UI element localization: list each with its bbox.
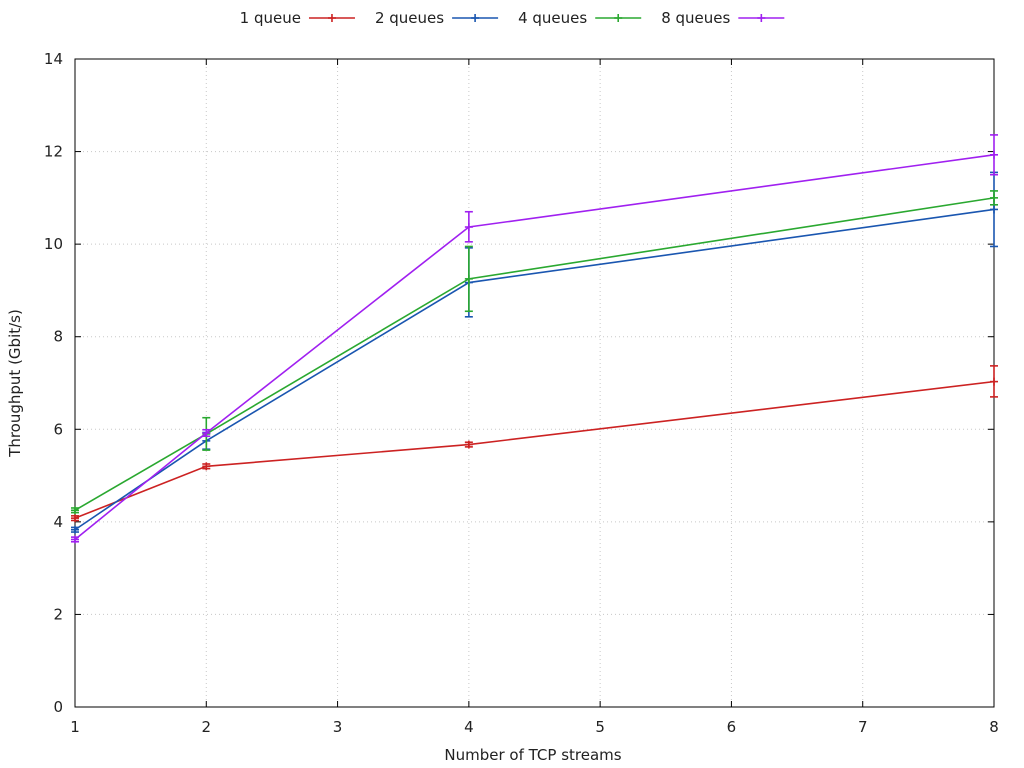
legend-label: 1 queue: [240, 9, 301, 27]
x-tick-label: 5: [595, 718, 605, 736]
x-tick-label: 7: [858, 718, 868, 736]
y-tick-label: 8: [53, 328, 63, 346]
axes: [74, 58, 995, 708]
y-tick-label: 6: [53, 420, 63, 438]
data-point: [990, 205, 998, 214]
x-tick-label: 2: [202, 718, 212, 736]
x-axis-label: Number of TCP streams: [444, 746, 621, 764]
data-point: [464, 274, 473, 283]
series-line: [74, 154, 995, 541]
y-tick-label: 2: [53, 605, 63, 623]
y-axis-label: Throughput (Gbit/s): [6, 309, 24, 458]
series-group: [71, 134, 998, 544]
grid: [75, 59, 994, 707]
legend-label: 8 queues: [661, 9, 730, 27]
legend-item-3: 4 queues: [518, 9, 642, 27]
y-tick-label: 0: [53, 698, 63, 716]
data-point: [202, 428, 211, 437]
y-tick-label: 10: [44, 235, 63, 253]
legend-item-1: 1 queue: [240, 9, 355, 27]
y-tick-label: 4: [53, 513, 63, 531]
data-point: [71, 525, 79, 534]
y-tick-label: 14: [44, 50, 63, 68]
x-tick-label: 8: [989, 718, 999, 736]
legend: 1 queue 2 queues 4 queues 8 queues: [240, 9, 785, 27]
x-tick-label: 4: [464, 718, 474, 736]
data-point: [464, 223, 473, 232]
y-tick-label: 12: [44, 143, 63, 161]
x-tick-label: 1: [70, 718, 80, 736]
data-point: [202, 462, 211, 471]
series-line: [74, 208, 995, 531]
legend-item-2: 2 queues: [375, 9, 499, 27]
data-point: [990, 377, 998, 386]
series-line: [74, 197, 995, 511]
series-1: [71, 365, 998, 523]
data-point: [71, 535, 79, 544]
legend-item-4: 8 queues: [661, 9, 785, 27]
legend-label: 4 queues: [518, 9, 587, 27]
series-4: [71, 134, 998, 544]
series-line: [74, 380, 995, 519]
data-point: [464, 440, 473, 449]
data-point: [71, 514, 79, 523]
data-point: [990, 193, 998, 202]
x-tick-label: 6: [727, 718, 737, 736]
series-2: [71, 171, 998, 534]
legend-label: 2 queues: [375, 9, 444, 27]
data-point: [990, 150, 998, 159]
data-point: [71, 506, 79, 515]
x-tick-label: 3: [333, 718, 343, 736]
plot-frame: [74, 58, 995, 708]
